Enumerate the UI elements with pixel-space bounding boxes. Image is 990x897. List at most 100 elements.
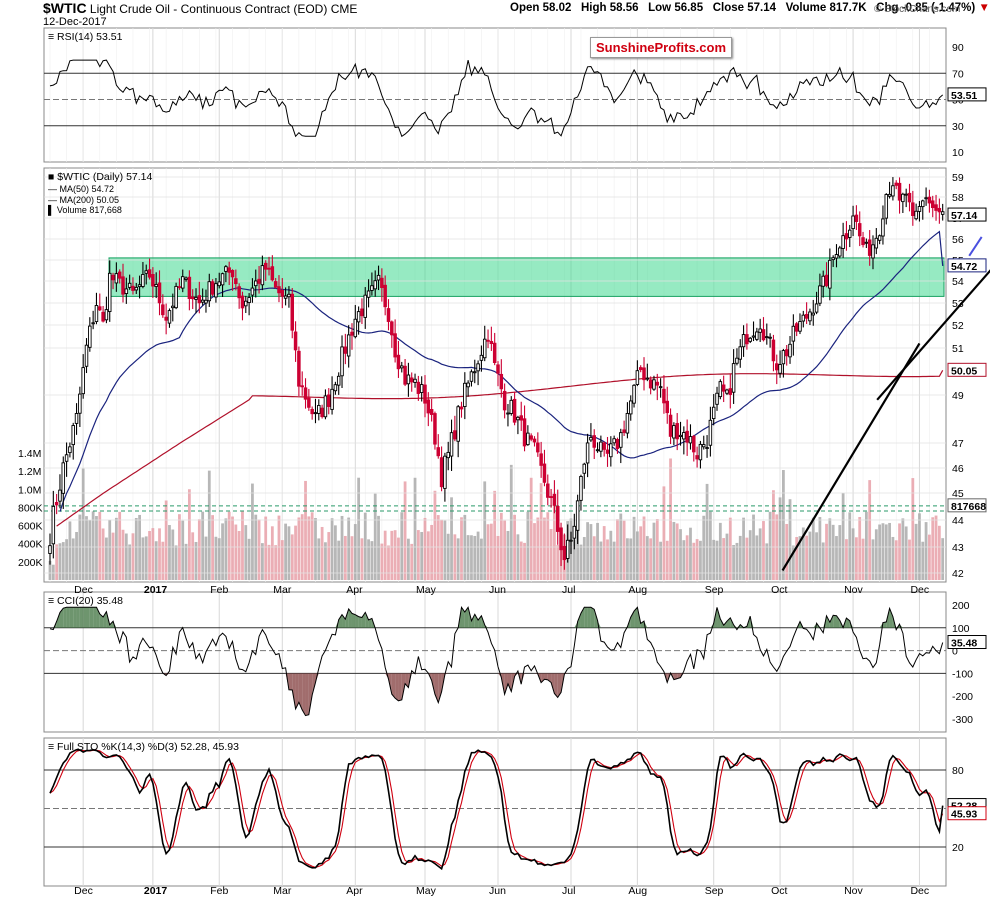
bar-body: [821, 275, 825, 287]
price-bar: [71, 422, 75, 460]
price-bar: [459, 401, 464, 418]
volume-bar: [901, 518, 905, 580]
bar-body: [506, 412, 510, 415]
price-bar: [871, 235, 875, 270]
volume-bar: [911, 478, 915, 580]
bar-body: [58, 489, 62, 502]
volume-bar: [75, 531, 78, 580]
bar-body: [187, 276, 192, 299]
volume-bar: [549, 529, 553, 580]
exchange: CME: [330, 2, 358, 16]
price-bar: [675, 413, 679, 451]
volume-bar: [191, 532, 195, 580]
price-bar: [555, 489, 560, 545]
price-bar: [214, 278, 218, 303]
volume-bar: [689, 527, 692, 580]
bar-body: [798, 321, 802, 332]
price-bar: [758, 318, 762, 342]
price-bar: [602, 441, 606, 457]
cci-tick-label: -100: [952, 668, 973, 680]
cci-tick-label: -200: [952, 691, 973, 703]
volume-bar: [579, 544, 583, 580]
volume-bar: [592, 536, 596, 580]
volume-bar: [105, 537, 108, 580]
volume-bar: [645, 536, 649, 580]
price-bar: [692, 434, 696, 462]
price-bar: [270, 255, 275, 282]
cci-overbought-fill: [76, 607, 80, 628]
price-bar: [473, 359, 477, 384]
bar-body: [476, 363, 480, 372]
cci-overbought-fill: [733, 624, 737, 628]
x-tick-label: May: [416, 584, 437, 596]
volume-bar: [768, 511, 772, 580]
price-bar: [887, 181, 892, 199]
volume-bar: [712, 539, 716, 580]
price-bar: [124, 277, 129, 304]
price-bar: [791, 314, 796, 356]
price-bar: [522, 405, 527, 452]
bar-body: [486, 339, 490, 342]
bar-body: [625, 413, 630, 434]
volume-bar: [347, 517, 351, 580]
price-bar: [831, 255, 835, 267]
volume-bar: [509, 464, 513, 580]
volume-bar: [297, 517, 301, 580]
down-arrow-icon: ▼: [978, 2, 990, 14]
volume-bar: [433, 490, 437, 580]
bar-body: [141, 274, 145, 287]
price-bar: [552, 480, 557, 514]
bar-body: [542, 463, 547, 483]
price-bar: [104, 296, 109, 324]
volume-bar: [858, 516, 862, 580]
bar-body: [121, 276, 125, 295]
volume-bar: [234, 524, 238, 580]
volume-bar: [606, 539, 609, 580]
volume-bar: [725, 533, 729, 580]
bar-body: [917, 206, 922, 212]
bar-body: [778, 364, 782, 374]
price-bar: [904, 188, 908, 208]
bar-body: [844, 233, 849, 240]
bar-body: [64, 454, 69, 462]
price-bar: [466, 380, 470, 397]
sunshine-watermark: SunshineProfits.com: [590, 37, 733, 58]
bar-body: [688, 436, 693, 444]
bar-body: [280, 289, 285, 297]
price-bar: [575, 494, 580, 544]
bar-body: [655, 381, 660, 386]
cci-overbought-fill: [464, 607, 469, 628]
volume-bar: [635, 531, 639, 580]
volume-bar: [845, 539, 848, 580]
volume-bar: [914, 523, 918, 580]
open-value: 58.02: [542, 2, 572, 14]
cci-oversold-fill: [507, 673, 512, 692]
price-bar: [84, 338, 89, 374]
price-bar: [154, 272, 158, 299]
volume-bar: [373, 493, 377, 580]
volume-bar: [138, 514, 141, 580]
bar-body: [519, 415, 523, 421]
sto-d-tag-box: [947, 806, 987, 821]
volume-bar: [629, 538, 633, 580]
x-tick-label: Mar: [273, 584, 292, 596]
x-tick-label: Dec: [74, 584, 93, 596]
price-bar: [300, 371, 304, 396]
volume-bar: [493, 490, 497, 580]
volume-bar: [622, 520, 626, 580]
volume-bar: [699, 540, 702, 580]
bar-body: [539, 453, 543, 466]
price-bar: [781, 348, 786, 378]
volume-tick-label: 800K: [18, 502, 43, 514]
volume-bar: [91, 511, 95, 580]
volume-bar: [798, 536, 802, 580]
volume-bar: [247, 538, 251, 580]
bar-body: [396, 354, 401, 370]
bar-body: [758, 328, 762, 333]
price-tick-label: 42: [952, 568, 964, 580]
volume-bar: [682, 540, 686, 580]
volume-bar: [397, 537, 400, 580]
bar-body: [927, 196, 932, 204]
price-bar: [678, 421, 683, 446]
price-bar: [851, 205, 855, 237]
